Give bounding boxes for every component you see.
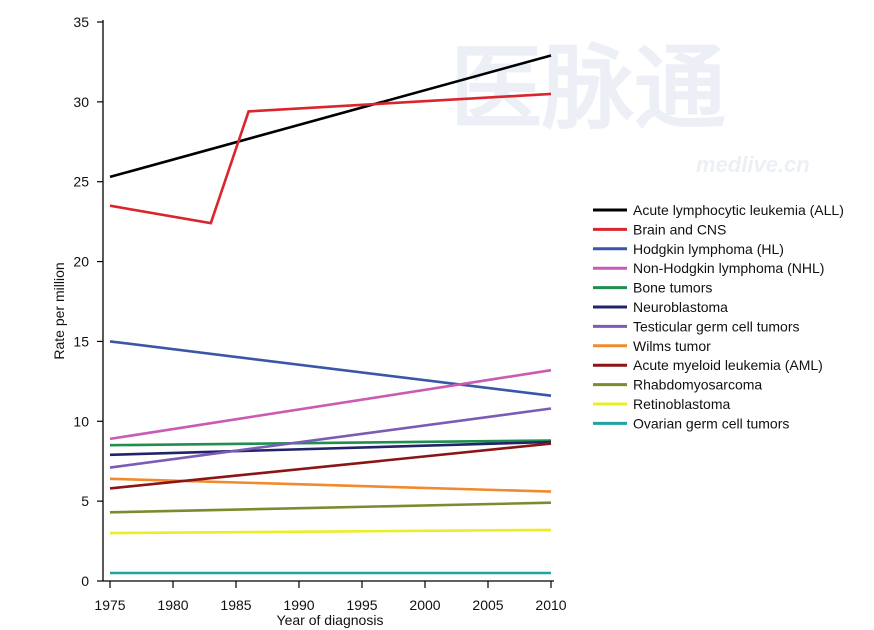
legend-label: Bone tumors bbox=[633, 280, 712, 296]
x-ticks: 1975 1980 1985 1990 1995 2000 2005 2010 bbox=[94, 581, 567, 613]
y-tick-label: 5 bbox=[81, 493, 89, 509]
series-lines bbox=[109, 54, 552, 575]
y-tick-label: 10 bbox=[73, 413, 89, 429]
legend-label: Hodgkin lymphoma (HL) bbox=[633, 241, 784, 257]
x-tick-label: 2010 bbox=[535, 597, 566, 613]
y-tick-label: 25 bbox=[73, 174, 89, 190]
series-line-acute-myeloid-leukemia-aml bbox=[109, 442, 552, 490]
x-tick-label: 1975 bbox=[94, 597, 125, 613]
series-line-neuroblastoma bbox=[109, 440, 552, 457]
x-tick-label: 1985 bbox=[220, 597, 251, 613]
legend-label: Ovarian germ cell tumors bbox=[633, 415, 789, 431]
y-tick-label: 35 bbox=[73, 14, 89, 30]
y-ticks: 0 5 10 15 20 25 30 35 bbox=[73, 14, 103, 589]
x-tick-label: 1995 bbox=[346, 597, 377, 613]
x-tick-label: 1980 bbox=[157, 597, 188, 613]
x-axis-title: Year of diagnosis bbox=[277, 612, 384, 628]
y-tick-label: 15 bbox=[73, 333, 89, 349]
series-line-hodgkin-lymphoma-hl bbox=[109, 340, 552, 397]
legend-label: Non-Hodgkin lymphoma (NHL) bbox=[633, 260, 824, 276]
legend-label: Testicular germ cell tumors bbox=[633, 318, 800, 334]
y-axis-title: Rate per million bbox=[51, 262, 67, 359]
legend-label: Brain and CNS bbox=[633, 221, 726, 237]
watermark-main-text: 医脉通 bbox=[450, 38, 726, 140]
x-tick-label: 2000 bbox=[409, 597, 440, 613]
series-line-brain-and-cns bbox=[109, 92, 552, 225]
legend: Acute lymphocytic leukemia (ALL) Brain an… bbox=[593, 202, 844, 431]
legend-label: Rhabdomyosarcoma bbox=[633, 377, 762, 393]
y-tick-label: 0 bbox=[81, 573, 89, 589]
legend-label: Retinoblastoma bbox=[633, 396, 730, 412]
series-line-acute-lymphocytic-leukemia-all bbox=[109, 54, 552, 179]
watermark-sub-text: medlive.cn bbox=[696, 152, 810, 177]
series-line-retinoblastoma bbox=[109, 528, 552, 535]
legend-label: Acute lymphocytic leukemia (ALL) bbox=[633, 202, 844, 218]
x-tick-label: 1990 bbox=[283, 597, 314, 613]
legend-label: Wilms tumor bbox=[633, 338, 711, 354]
watermark-logo: 医脉通 medlive.cn bbox=[450, 38, 810, 177]
axes bbox=[102, 20, 554, 582]
series-line-rhabdomyosarcoma bbox=[109, 501, 552, 514]
y-tick-label: 30 bbox=[73, 94, 89, 110]
series-line-testicular-germ-cell-tumors bbox=[109, 407, 552, 469]
series-line-non-hodgkin-lymphoma-nhl bbox=[109, 368, 552, 441]
y-tick-label: 20 bbox=[73, 254, 89, 270]
series-line-bone-tumors bbox=[109, 439, 552, 447]
legend-label: Acute myeloid leukemia (AML) bbox=[633, 357, 823, 373]
x-tick-label: 2005 bbox=[472, 597, 503, 613]
legend-label: Neuroblastoma bbox=[633, 299, 728, 315]
